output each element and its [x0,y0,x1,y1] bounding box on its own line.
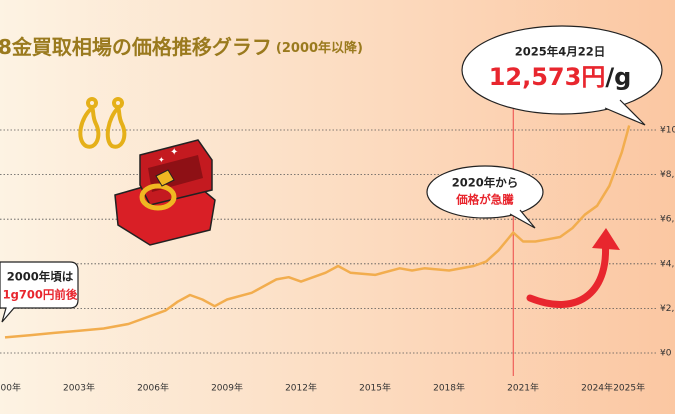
arrow-head [592,228,620,250]
annotation: 1g700円前後 [3,288,78,302]
subtitle: (2000年以降) [276,40,363,56]
x-tick-label: 2012年 [285,382,317,394]
x-tick-label: 2009年 [211,382,243,394]
x-tick-label: 2025年 [613,382,645,394]
y-tick-label: ¥10,000 [660,126,675,136]
annotation: 2020年から [452,176,519,190]
x-tick-label: 2003年 [63,382,95,394]
y-tick-label: ¥4,000 [660,259,675,269]
y-tick-label: ¥0 [660,349,672,359]
callout-surge: 2020年から 価格が急騰 [426,165,544,229]
y-tick-label: ¥2,000 [660,304,675,314]
annotation: 2025年4月22日 [515,45,606,59]
svg-text:✦: ✦ [158,156,165,165]
annotation: 12,573円/g [489,63,632,91]
callout-start: 2000年頃は 1g700円前後 [0,261,79,323]
ring-box: ✦✦ [114,139,216,246]
annotation: 価格が急騰 [455,193,514,207]
callout-latest: 2025年4月22日 12,573円/g [461,25,663,126]
y-tick-label: ¥8,000 [660,170,675,180]
x-tick-label: 2024年 [581,382,613,394]
title: 8金買取相場の価格推移グラフ [0,35,272,59]
x-tick-label: 2015年 [359,382,391,394]
price: 12,573円 [489,63,606,91]
x-tick-label: 2018年 [433,382,465,394]
annotation: 2000年頃は [7,270,74,284]
x-tick-label: 2006年 [137,382,169,394]
chart-title: 8金買取相場の価格推移グラフ (2000年以降) [0,35,363,59]
earrings [78,97,127,149]
x-tick-label: 2021年 [507,382,539,394]
price-line [4,125,631,339]
x-tick-label: 2000年 [0,382,21,394]
unit: /g [605,63,631,91]
svg-text:✦: ✦ [170,147,178,158]
arrow [526,236,610,308]
y-tick-label: ¥6,000 [660,215,675,225]
